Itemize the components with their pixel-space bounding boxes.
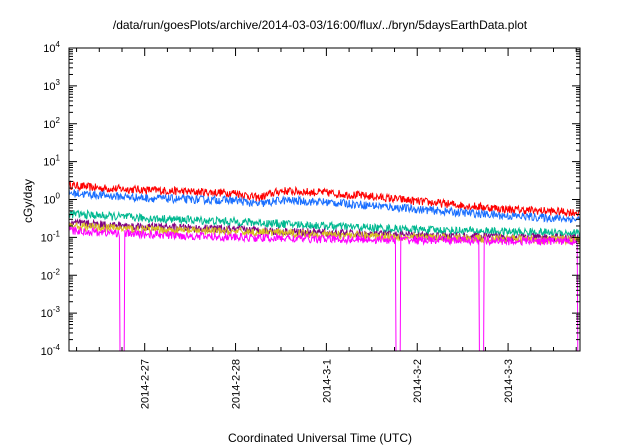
y-tick-label: 102 bbox=[43, 116, 60, 131]
y-tick-label: 104 bbox=[43, 40, 60, 55]
y-tick-label: 10-1 bbox=[41, 229, 61, 244]
y-tick-label: 10-3 bbox=[41, 305, 61, 320]
x-tick-label: 2014-2-27 bbox=[140, 359, 152, 409]
y-tick-label: 10-4 bbox=[41, 343, 61, 358]
x-tick-label: 2014-2-28 bbox=[231, 359, 243, 409]
y-tick-label: 100 bbox=[43, 192, 60, 207]
x-tick-label: 2014-3-3 bbox=[503, 359, 515, 403]
y-tick-label: 103 bbox=[43, 78, 60, 93]
x-tick-label: 2014-3-1 bbox=[321, 359, 333, 403]
x-axis-label: Coordinated Universal Time (UTC) bbox=[227, 431, 413, 445]
series-line-3 bbox=[68, 208, 581, 239]
x-tick-labels: 2014-2-27 2014-2-28 2014-3-1 2014-3-2 2014-3… bbox=[140, 359, 515, 409]
plot-frame bbox=[68, 47, 581, 352]
series-line-2 bbox=[68, 188, 581, 224]
series-layer bbox=[68, 180, 581, 352]
x-tick-label: 2014-3-2 bbox=[412, 359, 424, 403]
y-tick-label: 10-2 bbox=[41, 267, 61, 282]
chart-title: /data/run/goesPlots/archive/2014-03-03/1… bbox=[112, 18, 528, 32]
series-line-6 bbox=[68, 225, 580, 352]
y-axis-label: cGy/day bbox=[21, 178, 35, 224]
y-tick-labels: 10-4 10-3 10-2 10-1 100 101 102 103 104 bbox=[41, 40, 61, 358]
y-tick-label: 101 bbox=[43, 154, 60, 169]
series-line-1 bbox=[68, 180, 580, 218]
